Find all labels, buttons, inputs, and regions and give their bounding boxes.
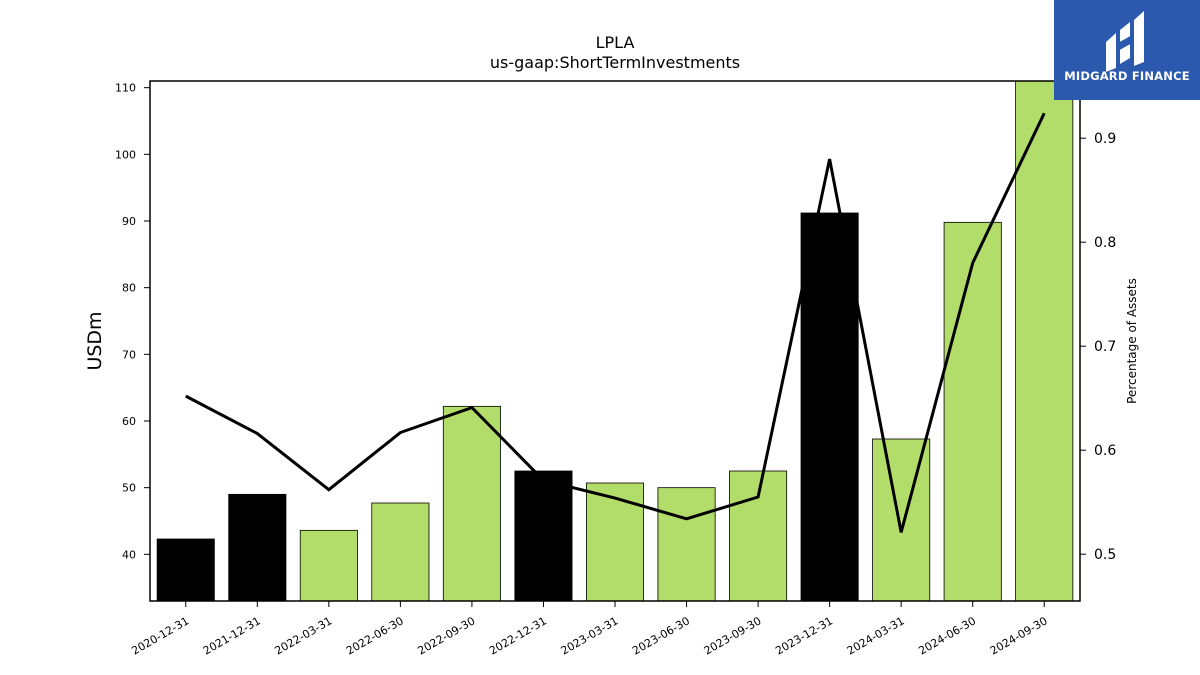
y-axis-right: 0.5 0.6 0.7 0.8 0.9 — [1080, 131, 1116, 563]
y2-tick-label: 0.5 — [1094, 547, 1116, 563]
bar-2022-12-31 — [514, 470, 573, 602]
y2-axis-label: Percentage of Assets — [1125, 278, 1139, 404]
y-tick-label: 90 — [122, 215, 136, 228]
bar-2024-06-30 — [943, 221, 1002, 602]
line-series-group — [185, 112, 1046, 533]
y2-tick-label: 0.7 — [1094, 339, 1116, 355]
x-tick-label: 2022-06-30 — [344, 614, 406, 657]
logo: MIDGARD FINANCE — [1054, 0, 1200, 100]
x-tick-label: 2022-12-31 — [487, 614, 549, 657]
logo-text: MIDGARD FINANCE — [1064, 69, 1190, 83]
y2-tick-label: 0.8 — [1094, 235, 1116, 251]
y-tick-label: 60 — [122, 415, 136, 428]
y-tick-label: 100 — [115, 148, 136, 161]
bar-2020-12-31 — [156, 538, 215, 602]
bar-2022-09-30 — [442, 405, 501, 602]
x-tick-label: 2022-03-31 — [272, 614, 334, 657]
x-tick-label: 2023-03-31 — [559, 614, 621, 657]
chart-subtitle: us-gaap:ShortTermInvestments — [490, 53, 740, 72]
bar-2021-12-31 — [228, 493, 287, 602]
y-tick-label: 50 — [122, 482, 136, 495]
assets-percentage-line — [185, 112, 1046, 533]
bar-2023-03-31 — [585, 482, 645, 602]
chart-title: LPLA — [596, 33, 635, 52]
bar-2024-03-31 — [872, 438, 931, 602]
y2-tick-label: 0.9 — [1094, 131, 1116, 147]
midgard-logo-icon — [1106, 11, 1144, 72]
bars-group — [156, 80, 1074, 602]
x-tick-label: 2024-09-30 — [988, 614, 1050, 657]
x-axis: 2020-12-31 2021-12-31 2022-03-31 2022-06-30… — [129, 601, 1050, 658]
x-tick-label: 2022-09-30 — [416, 614, 478, 657]
x-tick-label: 2023-12-31 — [773, 614, 835, 657]
x-tick-label: 2021-12-31 — [201, 614, 263, 657]
y-axis-left: 40 50 60 70 80 90 100 110 — [115, 82, 150, 561]
x-tick-label: 2020-12-31 — [129, 614, 191, 657]
y2-tick-label: 0.6 — [1094, 443, 1116, 459]
y-tick-label: 80 — [122, 282, 136, 295]
bar-2023-12-31 — [800, 212, 859, 602]
y-axis-label: USDm — [84, 311, 106, 370]
bar-2023-06-30 — [657, 487, 716, 602]
y-tick-label: 110 — [115, 82, 136, 95]
x-tick-label: 2023-06-30 — [630, 614, 692, 657]
x-tick-label: 2023-09-30 — [702, 614, 764, 657]
y-tick-label: 70 — [122, 348, 136, 361]
bar-2024-09-30 — [1015, 80, 1074, 602]
x-tick-label: 2024-06-30 — [916, 614, 978, 657]
x-tick-label: 2024-03-31 — [845, 614, 907, 657]
bar-2022-06-30 — [371, 502, 430, 602]
y-tick-label: 40 — [122, 548, 136, 561]
bar-2022-03-31 — [299, 529, 358, 602]
